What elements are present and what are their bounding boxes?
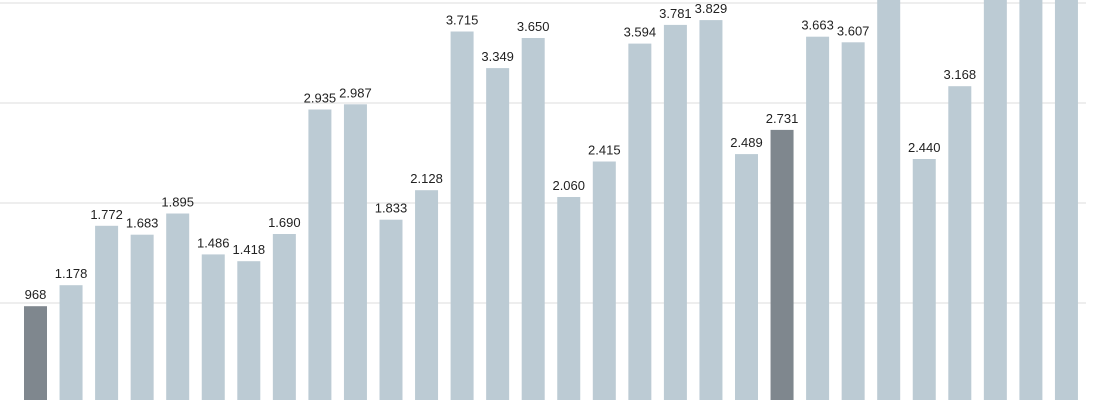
bar — [983, 0, 1007, 400]
bar — [770, 129, 794, 400]
bar — [272, 234, 296, 400]
value-label: 2.731 — [766, 111, 799, 126]
bar — [237, 261, 261, 400]
value-label: 2.415 — [588, 143, 621, 158]
bar — [130, 234, 154, 400]
bar — [166, 213, 190, 400]
value-label: 3.168 — [944, 67, 977, 82]
bar — [201, 254, 225, 400]
bar — [343, 104, 367, 400]
value-label: 1.772 — [90, 207, 123, 222]
bar — [24, 306, 47, 400]
bar — [308, 109, 332, 400]
value-label: 3.663 — [801, 18, 834, 33]
value-label: 1.683 — [126, 216, 159, 231]
bar — [450, 31, 474, 400]
value-label: 2.128 — [410, 171, 443, 186]
bar — [592, 161, 616, 400]
value-label: 2.987 — [339, 85, 372, 100]
bar — [735, 154, 758, 400]
value-label: 2.060 — [552, 178, 585, 193]
value-label: 3.715 — [446, 13, 479, 28]
value-label: 3.781 — [659, 6, 692, 21]
bar — [415, 190, 439, 400]
value-label: 1.895 — [161, 195, 194, 210]
bar — [663, 24, 687, 400]
bar — [557, 197, 581, 400]
value-label: 1.178 — [55, 266, 88, 281]
value-label: 3.607 — [837, 23, 870, 38]
value-label: 1.418 — [233, 242, 266, 257]
value-label: 3.650 — [517, 19, 550, 34]
value-label: 2.935 — [304, 91, 337, 106]
bar — [877, 0, 901, 400]
value-label: 2.440 — [908, 140, 941, 155]
bar — [1019, 0, 1043, 400]
value-label: 3.349 — [481, 49, 514, 64]
bar — [95, 225, 119, 400]
bar — [841, 42, 865, 400]
bar — [912, 159, 936, 400]
bar — [948, 86, 972, 400]
value-label: 1.833 — [375, 201, 408, 216]
bar — [699, 20, 723, 400]
value-label: 968 — [25, 287, 47, 302]
bar — [806, 36, 830, 400]
value-label: 3.594 — [624, 25, 657, 40]
value-label: 1.486 — [197, 235, 230, 250]
value-label: 1.690 — [268, 215, 301, 230]
value-label: 2.489 — [730, 135, 763, 150]
bar — [59, 285, 83, 400]
bar — [628, 43, 652, 400]
bar — [1054, 0, 1078, 400]
bar — [379, 219, 403, 400]
value-label: 3.829 — [695, 1, 728, 16]
bar — [521, 38, 545, 400]
bar — [486, 68, 510, 400]
